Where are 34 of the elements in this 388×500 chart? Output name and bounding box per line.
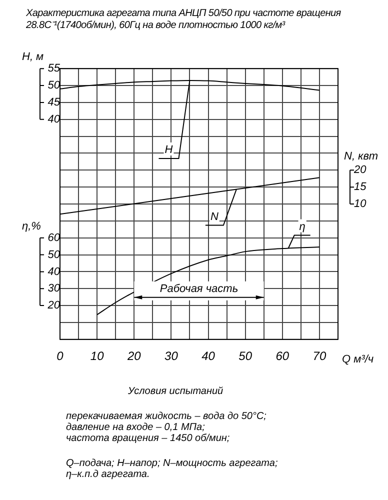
x-tick-label: 30	[164, 348, 178, 363]
series-label: N	[210, 210, 218, 223]
y3-axis-title: η,%	[22, 220, 42, 232]
x-tick-label: 60	[276, 348, 290, 363]
text: частота вращения – 1450 об/мин;	[65, 433, 231, 444]
x-tick-label: 70	[312, 348, 326, 363]
y-axis-title: H, м	[22, 51, 44, 64]
x-axis-title: Q м³/ч	[342, 353, 374, 366]
x-tick-label: 0	[56, 348, 64, 363]
text: Q–подача; H–напор; N–мощность агрегата;	[65, 458, 279, 469]
y-tick-label: 45	[48, 96, 61, 109]
y2-axis-title: N, квт	[344, 150, 378, 163]
y-tick-label: 50	[48, 80, 61, 92]
x-tick-label: 20	[126, 348, 142, 363]
text: H	[164, 144, 173, 156]
text: перекачиваемая жидкость – вода до 50°С;	[65, 411, 268, 422]
text: давление на входе – 0,1 МПа;	[65, 422, 206, 433]
y3-tick-label: 30	[48, 282, 61, 295]
band-label: Рабочая часть	[160, 282, 238, 295]
y2-tick-label: 20	[353, 164, 368, 176]
y2-tick-label: 10	[354, 198, 368, 210]
chart-title: Характеристика агрегата типа АНЦП 50/50 при частоте вращения	[26, 8, 342, 20]
chart-subtitle: 28.8С⁻¹(1740об/мин), 60Гц на воде плотностью 1000 кг/м³	[26, 20, 286, 32]
x-tick-label: 10	[90, 348, 104, 363]
y2-tick-label: 15	[354, 181, 368, 194]
y-tick-label: 40	[48, 113, 61, 126]
x-tick-label: 40	[202, 348, 216, 363]
y-tick-label: 55	[48, 62, 61, 75]
text: η–к.п.д агрегата.	[65, 469, 151, 480]
series-label: η	[299, 220, 306, 233]
y3-tick-label: 20	[46, 300, 61, 312]
y3-tick-label: 60	[48, 232, 61, 244]
text: Условия испытаний	[127, 386, 224, 397]
x-tick-label: 50	[238, 348, 252, 363]
